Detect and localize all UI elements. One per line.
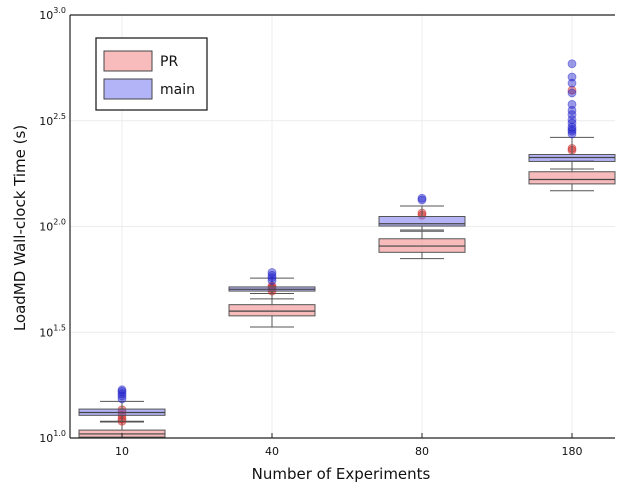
x-axis-label: Number of Experiments: [252, 465, 431, 483]
outlier-point: [417, 193, 427, 203]
outlier-point: [567, 72, 577, 82]
x-tick-label: 10: [115, 445, 129, 458]
outlier-point: [567, 118, 577, 128]
legend-label-pr: PR: [160, 54, 178, 70]
outlier-point: [567, 78, 577, 88]
y-tick-exponent: 1.5: [53, 323, 66, 332]
x-tick-label: 40: [265, 445, 279, 458]
box-PR: [228, 304, 316, 317]
y-tick-exponent: 3.0: [53, 6, 66, 15]
x-tick-label: 180: [562, 445, 583, 458]
box-main: [378, 216, 466, 227]
box-series: [78, 59, 616, 439]
y-tick-exponent: 1.0: [53, 429, 66, 438]
outlier-point: [567, 99, 577, 109]
series-main: [78, 59, 616, 422]
outlier-point: [117, 385, 127, 395]
y-tick-exponent: 2.0: [53, 218, 66, 227]
outlier-point: [567, 85, 577, 95]
outlier-point: [117, 391, 127, 401]
box-PR: [528, 171, 616, 185]
x-tick-label: 80: [415, 445, 429, 458]
outlier-point: [267, 270, 277, 280]
outlier-point: [567, 124, 577, 134]
outlier-point: [267, 268, 277, 277]
outlier-point: [567, 105, 577, 115]
legend-swatch-pr: [103, 50, 153, 72]
outlier-point: [567, 88, 577, 98]
outlier-point: [567, 59, 577, 69]
outlier-point: [567, 129, 577, 139]
outlier-point: [267, 273, 277, 283]
legend-swatch-main: [103, 78, 153, 100]
legend: PR main: [95, 37, 208, 111]
outlier-point: [567, 115, 577, 125]
y-axis-label: LoadMD Wall-clock Time (s): [11, 125, 29, 331]
y-tick-exponent: 2.5: [53, 112, 66, 121]
legend-label-main: main: [160, 82, 195, 98]
